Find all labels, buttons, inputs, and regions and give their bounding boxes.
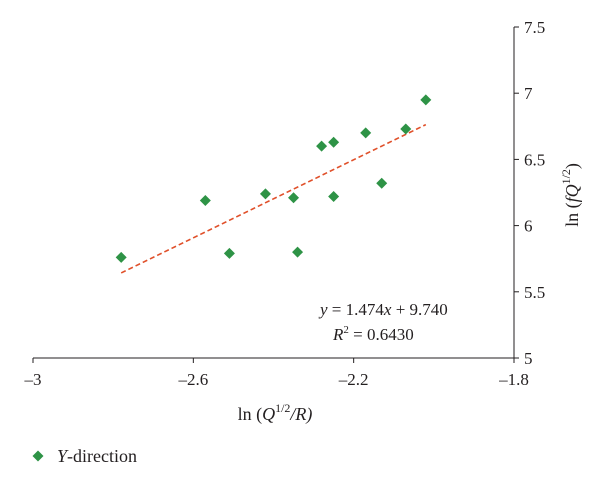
data-point (288, 192, 300, 204)
x-tick-label: –1.8 (498, 370, 529, 389)
y-tick-label: 7 (524, 84, 533, 103)
data-point (376, 177, 388, 189)
data-point (292, 246, 304, 258)
data-point (316, 140, 328, 152)
y-tick-label: 5.5 (524, 283, 545, 302)
data-points (115, 94, 432, 263)
axes: –3 –2.6 –2.2 –1.8 5 5.5 6 6.5 7 7.5 (24, 18, 546, 389)
r-squared-label: R2 = 0.6430 (332, 324, 414, 344)
data-point (199, 194, 211, 206)
data-point (328, 190, 340, 202)
y-tick-label: 6 (524, 217, 533, 236)
data-point (360, 127, 372, 139)
y-tick-label: 7.5 (524, 18, 545, 37)
trendline (120, 123, 427, 274)
x-tick-label: –2.6 (177, 370, 208, 389)
legend-marker-diamond (32, 450, 44, 462)
regression-equation: y = 1.474x + 9.740 (318, 300, 448, 319)
data-point (259, 188, 271, 200)
data-point (400, 123, 412, 135)
x-tick-label: –2.2 (338, 370, 369, 389)
legend: Y-direction (32, 446, 137, 466)
data-point (115, 251, 127, 263)
trendline-layer (120, 123, 427, 274)
y-axis-title: ln (fQ1/2) (559, 163, 583, 227)
data-point (420, 94, 432, 106)
x-tick-label: –3 (24, 370, 42, 389)
data-point (223, 247, 235, 259)
data-point (328, 136, 340, 148)
legend-label: Y-direction (57, 446, 137, 466)
y-tick-label: 6.5 (524, 150, 545, 169)
y-tick-label: 5 (524, 349, 533, 368)
x-axis-title: ln (Q1/2/R) (238, 401, 313, 425)
